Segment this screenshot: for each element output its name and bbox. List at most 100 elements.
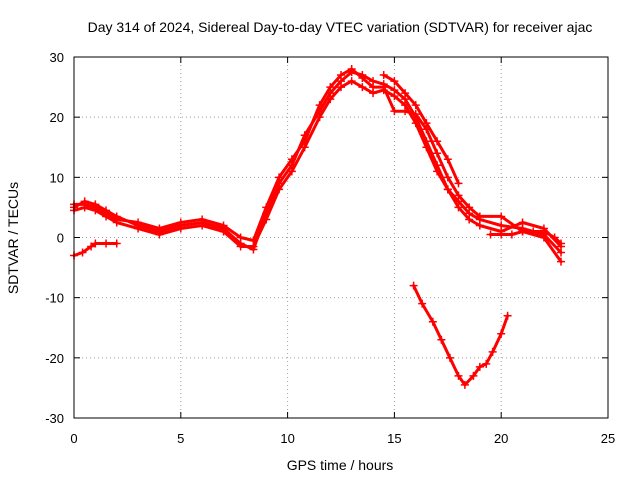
data-point	[176, 218, 185, 227]
data-point	[112, 239, 121, 248]
data-point	[411, 101, 420, 110]
data-point	[503, 311, 512, 320]
data-point	[300, 137, 309, 146]
data-point	[497, 212, 506, 221]
data-point	[443, 155, 452, 164]
data-point	[557, 257, 566, 266]
data-point	[418, 299, 427, 308]
series-line	[72, 67, 563, 264]
data-point	[390, 107, 399, 116]
data-point	[134, 218, 143, 227]
y-tick-label: 0	[57, 231, 64, 246]
data-point	[369, 83, 378, 92]
data-point	[347, 77, 356, 86]
axis-ticks	[73, 56, 609, 419]
data-point	[262, 203, 271, 212]
series-track-d	[70, 239, 121, 260]
x-tick-label: 20	[494, 431, 508, 446]
y-tick-label: 30	[50, 50, 64, 65]
data-point	[347, 65, 356, 74]
data-point	[315, 101, 324, 110]
data-point	[390, 77, 399, 86]
data-point	[112, 215, 121, 224]
data-point	[557, 248, 566, 257]
x-tick-label: 10	[280, 431, 294, 446]
data-point	[486, 230, 495, 239]
data-point	[409, 281, 418, 290]
x-tick-label: 0	[70, 431, 77, 446]
data-point	[557, 239, 566, 248]
series-line	[72, 70, 563, 251]
series-track-e	[379, 71, 463, 188]
data-point	[401, 107, 410, 116]
data-point	[497, 230, 506, 239]
data-point	[507, 230, 516, 239]
x-tick-label: 15	[387, 431, 401, 446]
data-point	[469, 371, 478, 380]
data-point	[87, 242, 96, 251]
data-point	[198, 215, 207, 224]
data-point	[219, 221, 228, 230]
tick-labels: 0 5 10 15 20 25 -30 -20 -10 0 10 20 30	[45, 50, 615, 446]
data-point	[454, 371, 463, 380]
data-point	[287, 167, 296, 176]
x-tick-label: 25	[601, 431, 615, 446]
data-point	[482, 359, 491, 368]
data-point	[529, 227, 538, 236]
data-point	[422, 143, 431, 152]
data-point	[433, 167, 442, 176]
y-tick-label: 20	[50, 110, 64, 125]
data-point	[465, 203, 474, 212]
data-point	[443, 173, 452, 182]
y-tick-label: 10	[50, 170, 64, 185]
data-point	[433, 137, 442, 146]
data-point	[275, 185, 284, 194]
data-point	[326, 83, 335, 92]
data-point	[91, 239, 100, 248]
data-point	[539, 227, 548, 236]
data-point	[337, 71, 345, 80]
data-point	[411, 110, 420, 119]
data-point	[155, 224, 164, 233]
chart-title: Day 314 of 2024, Sidereal Day-to-day VTE…	[88, 19, 593, 35]
grid	[74, 57, 608, 418]
data-point	[379, 83, 388, 92]
data-point	[518, 227, 527, 236]
data-point	[475, 362, 484, 371]
data-point	[460, 380, 469, 389]
data-point	[433, 149, 442, 158]
series-track-b	[70, 77, 566, 257]
data-point	[287, 155, 296, 164]
data-point	[102, 209, 111, 218]
x-axis-title: GPS time / hours	[287, 457, 394, 473]
data-point	[358, 74, 367, 83]
data-point	[422, 119, 431, 128]
series-track-f	[486, 227, 566, 248]
data-point	[337, 83, 345, 92]
data-point	[497, 221, 506, 230]
data-point	[550, 233, 559, 242]
data-point	[262, 215, 271, 224]
data-point	[78, 248, 87, 257]
y-axis-title: SDTVAR / TECUs	[5, 182, 21, 294]
data-point	[80, 200, 89, 209]
data-point	[454, 179, 463, 188]
data-point	[326, 95, 335, 104]
data-point	[488, 347, 497, 356]
series-line	[382, 73, 460, 185]
data-point	[445, 353, 454, 362]
data-point	[358, 83, 367, 92]
data-point	[428, 317, 437, 326]
data-point	[411, 119, 420, 128]
y-tick-label: -30	[45, 411, 64, 426]
x-tick-label: 5	[177, 431, 184, 446]
data-point	[390, 92, 399, 101]
series-track-g	[409, 281, 512, 389]
data-point	[443, 185, 452, 194]
data-point	[275, 173, 284, 182]
data-point	[315, 113, 324, 122]
data-point	[91, 203, 100, 212]
data-point	[102, 239, 111, 248]
data-point	[437, 335, 446, 344]
